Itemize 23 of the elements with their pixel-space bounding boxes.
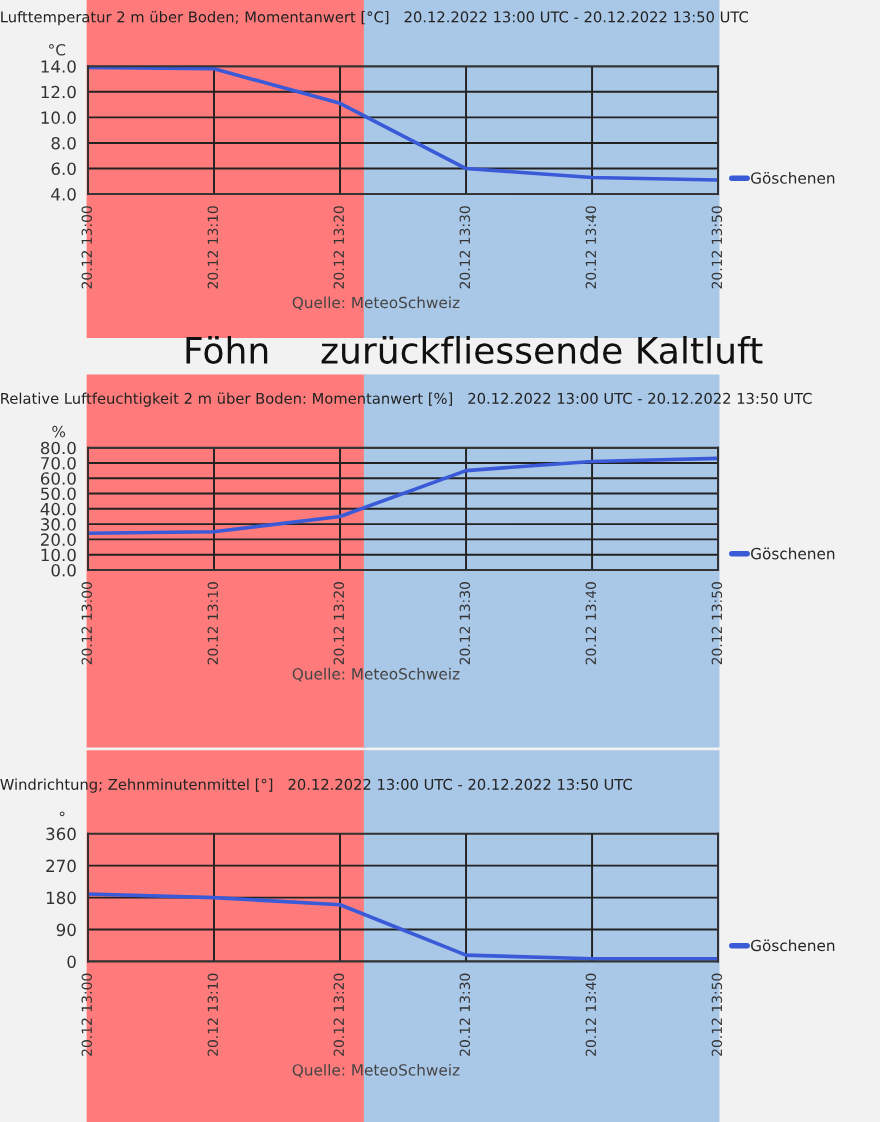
y-tick-label: 0 bbox=[67, 955, 76, 969]
y-tick-label: 0.0 bbox=[51, 563, 76, 577]
y-tick-label: 90 bbox=[56, 923, 76, 937]
y-tick-label: 14.0 bbox=[41, 60, 76, 73]
y-tick-label: 30.0 bbox=[41, 518, 76, 531]
y-tick-label: 20.0 bbox=[41, 533, 76, 546]
y-tick-label: 270 bbox=[46, 859, 76, 873]
y-tick-label: 10.0 bbox=[41, 548, 76, 562]
y-tick-label: 80.0 bbox=[40, 441, 76, 455]
y-tick-label: 360 bbox=[46, 827, 76, 841]
y-tick-label: 50.0 bbox=[41, 487, 76, 501]
y-tick-label: 180 bbox=[46, 891, 76, 905]
y-tick-label: 4.0 bbox=[51, 188, 76, 201]
band-label: zurückfliessende Kaltluft bbox=[321, 335, 763, 364]
y-tick-label: 40.0 bbox=[40, 502, 76, 516]
line-series bbox=[88, 456, 719, 536]
y-tick-label: 6.0 bbox=[51, 162, 76, 176]
y-tick-label: 70.0 bbox=[41, 456, 76, 470]
band-label: Föhn bbox=[186, 335, 268, 364]
y-tick-label: 60.0 bbox=[40, 472, 76, 485]
y-tick-label: 8.0 bbox=[51, 136, 76, 150]
y-tick-label: 12.0 bbox=[41, 85, 76, 99]
y-tick-label: 10.0 bbox=[41, 111, 76, 124]
